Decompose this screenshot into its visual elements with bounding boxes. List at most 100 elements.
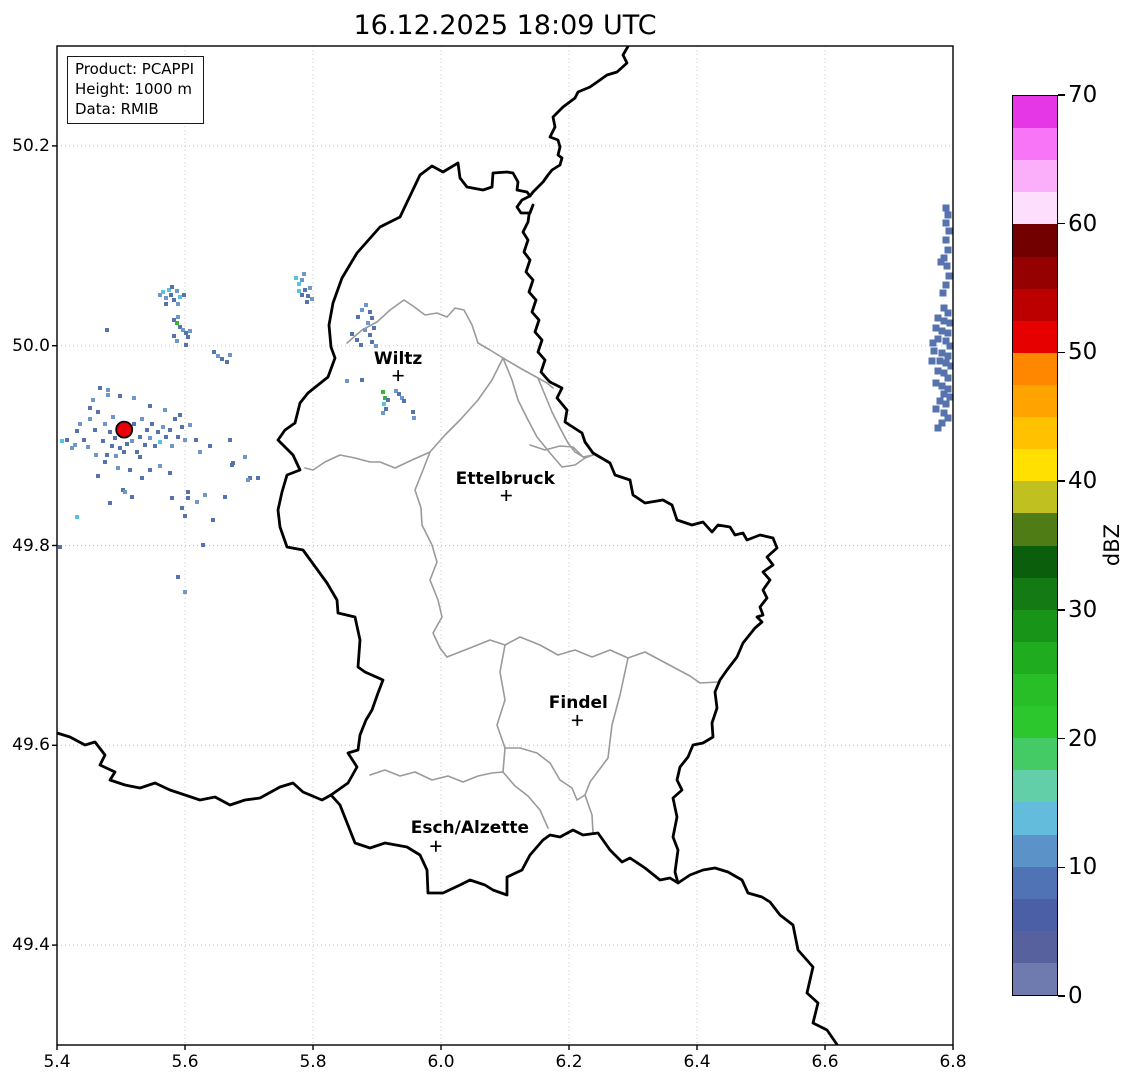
radar-echo-cell (932, 324, 940, 332)
radar-echo-cell (183, 590, 187, 594)
radar-echo-cell (195, 500, 199, 504)
radar-echo-cell (173, 417, 177, 421)
radar-echo-cell (60, 439, 64, 443)
colorbar-band (1013, 834, 1057, 867)
radar-echo-cell (302, 272, 306, 276)
product-info-box: Product: PCAPPI Height: 1000 m Data: RMI… (67, 56, 205, 125)
radar-echo-cell (156, 430, 160, 434)
radar-echo-cell (123, 490, 127, 494)
y-tick-label: 50.0 (12, 335, 50, 356)
radar-echo-cell (942, 337, 950, 345)
colorbar-tick (1058, 866, 1065, 869)
radar-echo-cell (360, 378, 364, 382)
radar-echo-cell (944, 352, 952, 360)
colorbar-tick (1058, 480, 1065, 482)
colorbar-band (1013, 802, 1057, 835)
radar-echo-cell (103, 422, 107, 426)
radar-echo-cell (148, 468, 152, 472)
colorbar-band (1013, 577, 1057, 610)
colorbar-band (1013, 256, 1057, 289)
radar-echo-cell (246, 478, 250, 482)
radar-echo-cell (167, 288, 171, 292)
radar-echo-cell (308, 286, 312, 290)
radar-echo-cell (944, 329, 952, 337)
radar-echo-layer (58, 204, 953, 594)
radar-echo-cell (130, 439, 134, 443)
radar-echo-cell (161, 425, 165, 429)
radar-echo-cell (172, 298, 176, 302)
radar-echo-cell (169, 293, 173, 297)
radar-echo-cell (946, 393, 953, 401)
radar-echo-cell (310, 297, 314, 301)
radar-echo-cell (939, 289, 947, 297)
radar-echo-cell (381, 411, 385, 415)
radar-echo-cell (223, 495, 227, 499)
radar-echo-cell (118, 394, 122, 398)
radar-echo-cell (158, 293, 162, 297)
radar-echo-cell (130, 495, 134, 499)
radar-echo-cell (368, 310, 372, 314)
radar-echo-cell (934, 314, 942, 322)
radar-echo-cell (355, 338, 359, 342)
radar-echo-cell (86, 445, 90, 449)
radar-echo-cell (178, 295, 182, 299)
radar-echo-cell (91, 398, 95, 402)
colorbar-tick (1058, 351, 1065, 354)
radar-echo-cell (936, 357, 944, 365)
radar-echo-cell (164, 296, 168, 300)
radar-echo-cell (186, 335, 190, 339)
radar-echo-cell (164, 435, 168, 439)
y-tick-label: 49.8 (12, 535, 50, 556)
radar-echo-cell (180, 506, 184, 510)
colorbar-band (1013, 449, 1057, 482)
colorbar-tick-label: 30 (1068, 596, 1098, 623)
radar-echo-cell (188, 329, 192, 333)
radar-echo-cell (148, 436, 152, 440)
external-border (57, 731, 333, 807)
radar-echo-cell (350, 332, 354, 336)
colorbar-tick-label: 50 (1068, 339, 1098, 366)
radar-echo-cell (942, 400, 950, 408)
radar-echo-cell (366, 321, 370, 325)
radar-echo-cell (184, 331, 188, 335)
radar-echo-cell (135, 450, 139, 454)
radar-echo-cell (944, 385, 952, 393)
colorbar-band (1013, 866, 1057, 899)
radar-echo-cell (944, 246, 952, 254)
city-label-wiltz: Wiltz (373, 348, 423, 369)
radar-echo-cell (220, 357, 224, 361)
x-tick-label: 5.6 (171, 1052, 199, 1072)
radar-echo-cell (96, 474, 100, 478)
radar-echo-cell (111, 415, 115, 419)
radar-echo-cell (942, 359, 950, 367)
radar-echo-cell (394, 389, 398, 393)
radar-echo-cell (400, 396, 404, 400)
radar-echo-cell (75, 429, 79, 433)
radar-echo-cell (58, 545, 62, 549)
x-tick-label: 6.8 (939, 1052, 967, 1072)
radar-echo-cell (256, 476, 260, 480)
radar-echo-cell (96, 410, 100, 414)
radar-echo-cell (929, 339, 937, 347)
radar-echo-cell (116, 466, 120, 470)
radar-echo-cell (138, 435, 142, 439)
radar-echo-cell (368, 333, 372, 337)
radar-echo-cell (118, 446, 122, 450)
radar-echo-cell (175, 321, 179, 325)
radar-echo-cell (937, 258, 945, 266)
radar-echo-cell (168, 428, 172, 432)
x-tick-label: 5.8 (299, 1052, 327, 1072)
colorbar-band (1013, 417, 1057, 450)
radar-echo-cell (73, 443, 77, 447)
colorbar-tick (1058, 737, 1065, 740)
radar-echo-cell (176, 302, 180, 306)
radar-echo-cell (158, 440, 162, 444)
y-tick-label: 50.2 (12, 135, 50, 156)
radar-echo-cell (172, 318, 176, 322)
radar-echo-cell (383, 396, 387, 400)
radar-echo-cell (360, 308, 364, 312)
radar-echo-cell (201, 543, 205, 547)
radar-echo-cell (88, 417, 92, 421)
radar-echo-cell (946, 319, 953, 327)
radar-echo-cell (208, 444, 212, 448)
